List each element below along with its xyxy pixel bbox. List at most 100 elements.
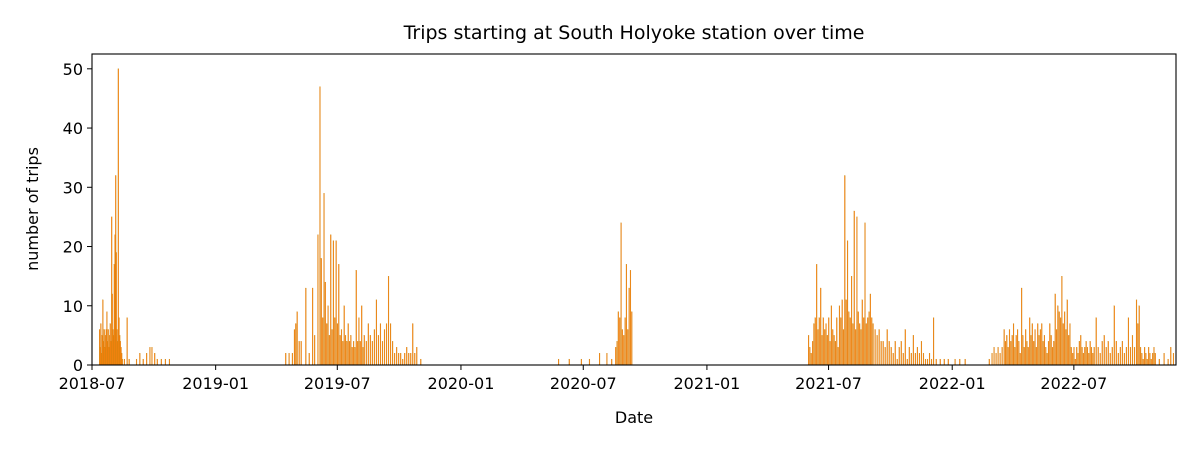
bar — [357, 341, 359, 366]
bar — [928, 353, 931, 366]
bar — [1061, 276, 1063, 366]
bar — [580, 358, 582, 366]
bar — [1064, 311, 1066, 366]
bar — [902, 353, 904, 366]
bars-group — [99, 68, 1175, 366]
bar — [1152, 353, 1154, 366]
bar — [1150, 358, 1152, 366]
bar — [149, 347, 151, 366]
bar — [1066, 299, 1068, 366]
bar — [377, 335, 379, 366]
y-tick-label: 50 — [63, 60, 83, 79]
bar — [1103, 335, 1105, 366]
bar — [947, 358, 949, 366]
y-tick-label: 20 — [63, 238, 83, 257]
bar — [398, 353, 400, 366]
bar — [904, 329, 906, 366]
bar — [1018, 341, 1020, 366]
bar — [342, 341, 344, 366]
bar — [1142, 358, 1144, 366]
bar — [856, 216, 858, 366]
y-tick-label: 40 — [63, 119, 83, 138]
bar — [1172, 353, 1175, 366]
bar — [373, 329, 375, 366]
bar — [896, 358, 898, 366]
bar — [1058, 311, 1060, 366]
bar — [619, 317, 621, 366]
bar — [1082, 353, 1084, 366]
bar — [1031, 323, 1033, 366]
bar — [1025, 329, 1027, 366]
bar — [361, 305, 363, 366]
bar — [1092, 353, 1094, 366]
bar — [997, 347, 999, 366]
bar — [319, 86, 321, 366]
x-tick-label: 2019-01 — [182, 374, 249, 393]
bar — [1001, 347, 1003, 366]
bar — [820, 287, 822, 366]
bar — [293, 329, 295, 366]
bar — [828, 317, 830, 366]
bar — [1093, 347, 1095, 366]
bar — [628, 287, 630, 366]
bar — [1090, 347, 1093, 366]
bar — [359, 341, 361, 366]
y-tick-label: 10 — [63, 297, 83, 316]
bar — [379, 323, 382, 366]
bar — [412, 323, 414, 366]
bar — [1054, 293, 1056, 366]
bar — [340, 329, 343, 366]
bar — [1076, 347, 1078, 366]
bar — [1158, 358, 1160, 366]
bar — [808, 335, 810, 366]
bar — [400, 353, 402, 366]
bar — [876, 335, 878, 366]
bar — [1119, 347, 1121, 366]
x-ticks: 2018-07 2019-01 2019-07 2020-01 2020-07 2021-… — [59, 365, 1107, 393]
bar — [872, 323, 874, 366]
bar — [1037, 323, 1039, 366]
bar — [1065, 329, 1067, 366]
x-tick-label: 2020-01 — [428, 374, 495, 393]
bar — [1153, 347, 1155, 366]
bar — [326, 323, 328, 366]
bar — [392, 341, 394, 366]
bar — [935, 358, 937, 366]
bar — [317, 234, 319, 366]
bar — [324, 281, 326, 366]
bar — [863, 317, 865, 366]
bar — [849, 317, 851, 366]
x-tick-label: 2022-01 — [919, 374, 986, 393]
bar — [606, 353, 608, 366]
bar — [1008, 329, 1011, 366]
bar — [350, 335, 352, 366]
bar — [818, 317, 820, 366]
bar — [844, 175, 846, 366]
bar — [874, 329, 876, 366]
bar — [1154, 353, 1156, 366]
bar — [1034, 329, 1036, 366]
bar — [884, 347, 886, 366]
bar — [1060, 317, 1062, 366]
bar — [1141, 353, 1143, 366]
bar — [164, 358, 166, 366]
bar — [1017, 329, 1019, 366]
bar — [880, 341, 882, 366]
bar — [1014, 347, 1016, 366]
bar — [1085, 341, 1087, 366]
bar — [1042, 341, 1044, 366]
bar — [809, 347, 811, 366]
bar — [954, 358, 956, 366]
bar — [128, 358, 130, 366]
bar — [404, 353, 406, 366]
bar — [347, 323, 349, 366]
bar — [1021, 287, 1023, 366]
bar — [1055, 329, 1058, 366]
bar — [857, 311, 859, 366]
bar — [1089, 341, 1091, 366]
bar — [910, 353, 912, 366]
bar — [855, 329, 857, 366]
bar — [1121, 341, 1123, 366]
bar — [367, 323, 369, 366]
